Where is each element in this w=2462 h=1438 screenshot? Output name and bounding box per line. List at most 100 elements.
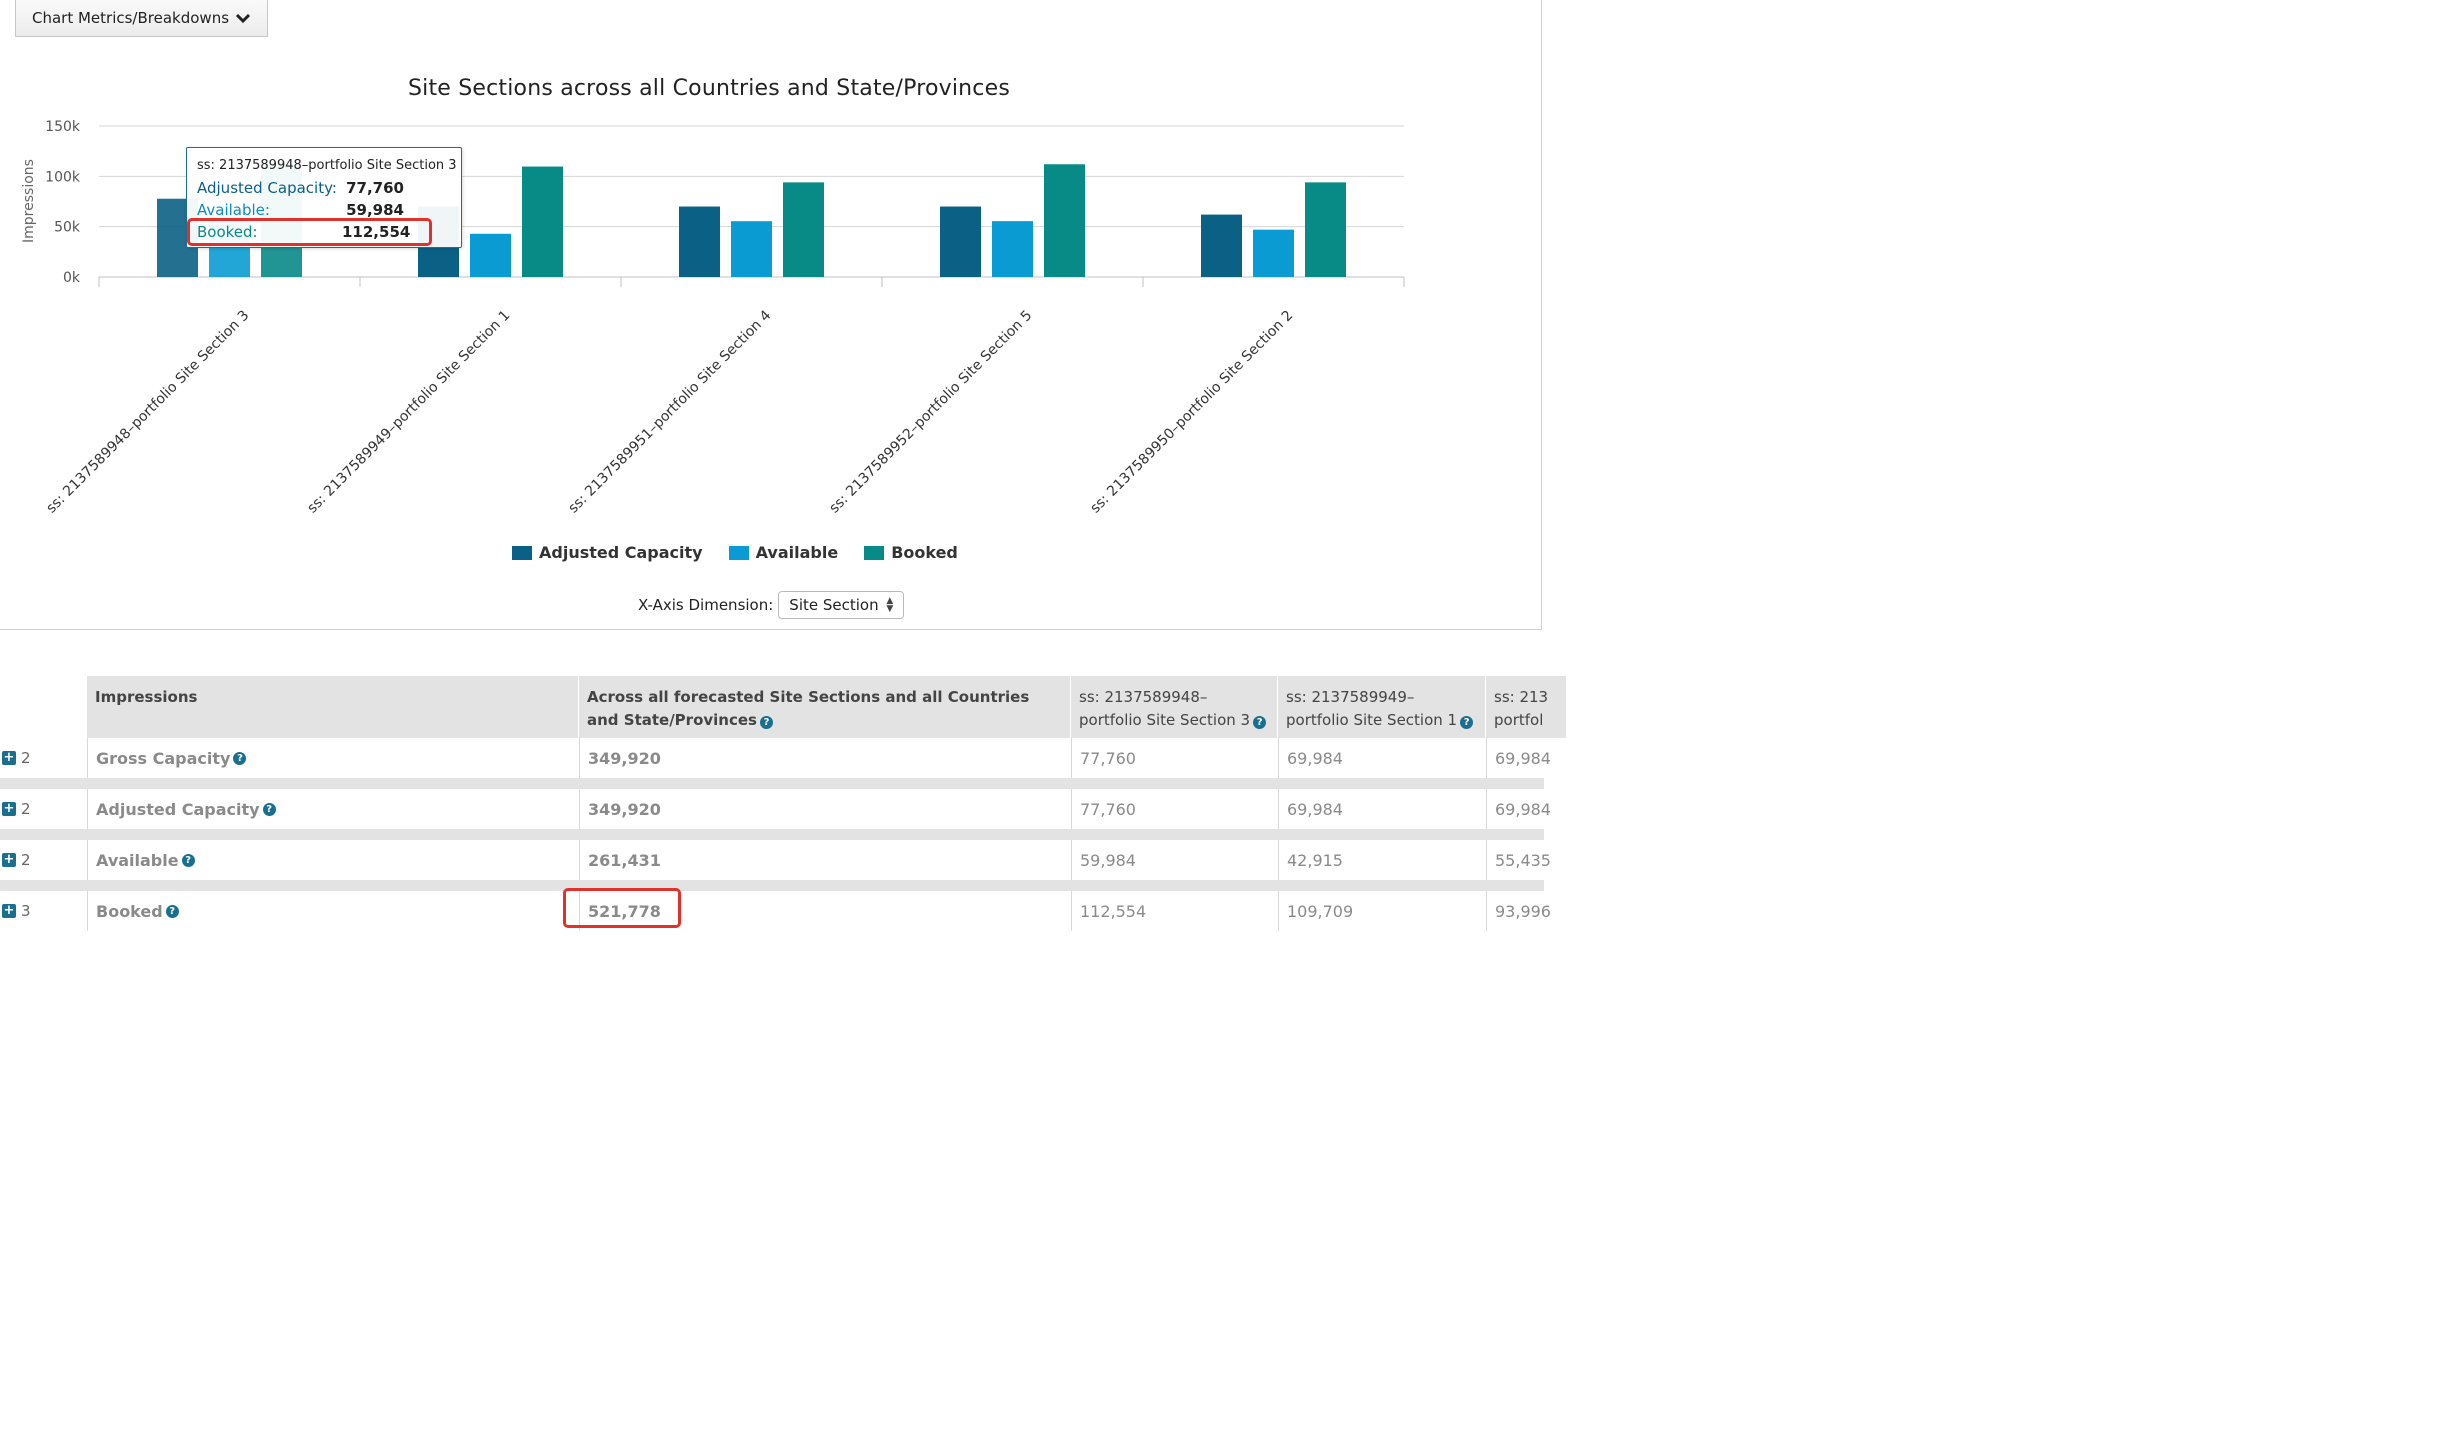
bar xyxy=(1201,214,1242,277)
booked-total-highlight xyxy=(563,888,681,928)
row-label: Gross Capacity? xyxy=(87,738,579,778)
row-expander[interactable]: +3 xyxy=(0,891,86,931)
row-expander[interactable]: +2 xyxy=(0,840,86,880)
tooltip-value: 77,760 xyxy=(346,179,404,197)
tooltip-title: ss: 2137589948–portfolio Site Section 3 xyxy=(197,158,457,173)
legend-swatch xyxy=(512,545,532,560)
legend-label: Available xyxy=(755,543,839,562)
tooltip-label: Adjusted Capacity: xyxy=(197,179,337,197)
bar xyxy=(1253,229,1294,277)
help-icon[interactable]: ? xyxy=(1253,716,1267,729)
x-tick-label: ss: 2137589950–portfolio Site Section 2 xyxy=(1087,308,1296,517)
y-tick-label: 100k xyxy=(45,169,81,185)
row-col3: 69,984 xyxy=(1486,789,1566,829)
tooltip-row-booked: Booked: 112,554 xyxy=(197,221,461,243)
bar xyxy=(940,206,981,277)
table-row: +3 Booked? 521,778 112,554 109,709 93,99… xyxy=(0,891,1551,931)
legend-item-available[interactable]: Available xyxy=(728,543,839,562)
row-separator xyxy=(0,778,1544,789)
x-tick-label: ss: 2137589951–portfolio Site Section 4 xyxy=(565,307,774,516)
tooltip-booked-highlight xyxy=(187,218,432,246)
tooltip-label: Booked: xyxy=(197,223,258,241)
dropdown-label: Chart Metrics/Breakdowns xyxy=(32,9,230,27)
legend-item-adjusted-capacity[interactable]: Adjusted Capacity xyxy=(512,543,703,562)
bar xyxy=(731,221,772,277)
header-total-text: Across all forecasted Site Sections and … xyxy=(587,688,1030,729)
legend-item-booked[interactable]: Booked xyxy=(864,543,958,562)
tooltip-row-available: Available: 59,984 xyxy=(197,199,461,221)
select-arrows-icon: ▲ ▼ xyxy=(886,596,894,614)
chart-title: Site Sections across all Countries and S… xyxy=(407,76,1011,101)
row-col2: 69,984 xyxy=(1278,738,1486,778)
help-icon[interactable]: ? xyxy=(1460,716,1474,729)
x-axis-dimension-select[interactable]: Site Section ▲ ▼ xyxy=(778,591,905,619)
bar-chart: 0k 50k 100k 150k Impressions ss: 2137589948–p… xyxy=(21,119,1405,517)
y-tick-label: 50k xyxy=(54,220,81,236)
row-total: 349,920 xyxy=(579,789,1071,829)
table-row: +2 Available? 261,431 59,984 42,915 55,4… xyxy=(0,840,1551,880)
legend-swatch xyxy=(864,545,885,560)
bar xyxy=(470,233,511,277)
x-tick-label: ss: 2137589949–portfolio Site Section 1 xyxy=(304,308,513,517)
tooltip-value: 112,554 xyxy=(342,223,411,241)
help-icon[interactable]: ? xyxy=(233,751,247,765)
plus-icon[interactable]: + xyxy=(2,801,16,816)
y-tick-label: 0k xyxy=(63,270,81,286)
header-col2-text: ss: 2137589949–portfolio Site Section 1 xyxy=(1286,688,1458,729)
row-total: 261,431 xyxy=(579,840,1071,880)
row-total: 521,778 xyxy=(579,891,1071,931)
row-count: 2 xyxy=(21,749,31,767)
chart-legend: Adjusted Capacity Available Booked xyxy=(512,543,984,562)
bar xyxy=(783,182,824,277)
row-separator xyxy=(0,880,1544,891)
header-col1: ss: 2137589948–portfolio Site Section 3? xyxy=(1071,676,1278,738)
chart-panel: Chart Metrics/Breakdowns Site Sections a… xyxy=(0,0,1542,630)
row-col3: 69,984 xyxy=(1486,738,1566,778)
row-col1: 59,984 xyxy=(1071,840,1278,880)
bar xyxy=(522,166,563,277)
header-col3-text: ss: 213 portfol xyxy=(1494,688,1549,729)
row-expander[interactable]: +2 xyxy=(0,738,86,778)
tooltip-row-adjusted: Adjusted Capacity: 77,760 xyxy=(197,177,461,199)
bar xyxy=(1305,182,1346,277)
row-count: 2 xyxy=(21,851,31,869)
chevron-down-icon xyxy=(235,13,251,24)
table-row: +2 Adjusted Capacity? 349,920 77,760 69,… xyxy=(0,789,1551,829)
header-total: Across all forecasted Site Sections and … xyxy=(579,676,1071,738)
plus-icon[interactable]: + xyxy=(2,750,16,765)
row-col1: 77,760 xyxy=(1071,789,1278,829)
help-icon[interactable]: ? xyxy=(181,853,195,867)
help-icon[interactable]: ? xyxy=(262,802,276,816)
row-expander[interactable]: +2 xyxy=(0,789,86,829)
row-col2: 109,709 xyxy=(1278,891,1486,931)
header-metric: Impressions xyxy=(87,676,579,738)
row-count: 2 xyxy=(21,800,31,818)
row-total: 349,920 xyxy=(579,738,1071,778)
chart-metrics-dropdown[interactable]: Chart Metrics/Breakdowns xyxy=(15,0,268,37)
bar xyxy=(1044,164,1085,277)
row-col3: 55,435 xyxy=(1486,840,1566,880)
help-icon[interactable]: ? xyxy=(165,904,179,918)
row-col1: 112,554 xyxy=(1071,891,1278,931)
y-axis-label: Impressions xyxy=(21,159,37,243)
x-tick-label: ss: 2137589948–portfolio Site Section 3 xyxy=(43,308,252,517)
row-label: Adjusted Capacity? xyxy=(87,789,579,829)
row-label: Booked? xyxy=(87,891,579,931)
row-col2: 69,984 xyxy=(1278,789,1486,829)
row-col1: 77,760 xyxy=(1071,738,1278,778)
chart-tooltip: ss: 2137589948–portfolio Site Section 3 … xyxy=(186,147,462,248)
plus-icon[interactable]: + xyxy=(2,852,16,867)
x-axis-dimension-label: X-Axis Dimension: xyxy=(638,596,774,614)
bar xyxy=(679,206,720,277)
header-metric-text: Impressions xyxy=(95,688,198,706)
x-axis-dimension: X-Axis Dimension: Site Section ▲ ▼ xyxy=(638,591,905,619)
header-col1-text: ss: 2137589948–portfolio Site Section 3 xyxy=(1079,688,1251,729)
tooltip-value: 59,984 xyxy=(346,201,404,219)
row-col3: 93,996 xyxy=(1486,891,1566,931)
tooltip-label: Available: xyxy=(197,201,270,219)
legend-label: Booked xyxy=(891,543,958,562)
plus-icon[interactable]: + xyxy=(2,903,16,918)
help-icon[interactable]: ? xyxy=(759,716,773,729)
header-col2: ss: 2137589949–portfolio Site Section 1? xyxy=(1278,676,1486,738)
select-value: Site Section xyxy=(789,596,879,614)
